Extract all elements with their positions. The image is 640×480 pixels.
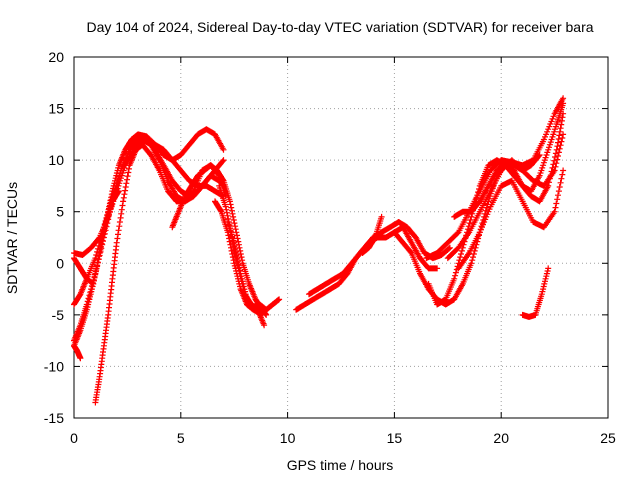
series-track-h: [169, 162, 227, 231]
data-point-marks: [444, 131, 567, 262]
grid-layer: [74, 57, 608, 418]
series-track-o: [359, 213, 385, 256]
series-track-f: [71, 188, 122, 287]
series-track-e: [71, 342, 84, 362]
x-tick-label: 10: [280, 430, 296, 446]
y-tick-label: -15: [44, 410, 64, 426]
y-tick-label: 20: [48, 49, 64, 65]
series-track-t: [455, 167, 567, 272]
data-point-marks: [169, 162, 227, 231]
x-tick-label: 20: [493, 430, 509, 446]
data-point-marks: [71, 188, 122, 287]
series-track-v: [519, 265, 552, 320]
y-tick-label: 15: [48, 101, 64, 117]
data-point-marks: [455, 167, 567, 272]
y-tick-label: -5: [52, 307, 65, 323]
x-tick-label: 25: [600, 430, 616, 446]
plot-frame: [73, 56, 609, 419]
series-track-l: [224, 219, 283, 313]
chart-title: Day 104 of 2024, Sidereal Day-to-day VTE…: [86, 19, 593, 35]
data-point-marks: [71, 126, 227, 349]
y-tick-label: 5: [56, 204, 64, 220]
x-tick-label: 0: [70, 430, 78, 446]
series-track-u: [451, 152, 543, 220]
data-point-marks: [359, 213, 385, 256]
x-tick-label: 15: [387, 430, 403, 446]
data-point-marks: [224, 219, 283, 313]
tick-layer: 0 5 10 15 20 25 -15 -10 -5 0 5 10 15 20: [44, 49, 616, 446]
y-tick-label: -10: [44, 358, 64, 374]
y-tick-label: 0: [56, 255, 64, 271]
y-tick-label: 10: [48, 152, 64, 168]
data-point-marks: [519, 265, 552, 320]
series-track-d: [71, 126, 227, 349]
series-track-s: [444, 131, 567, 262]
x-tick-label: 5: [177, 430, 185, 446]
y-axis-label: SDTVAR / TECUs: [4, 182, 20, 294]
data-point-marks: [451, 152, 543, 220]
series-layer: [71, 95, 567, 406]
x-axis-label: GPS time / hours: [287, 457, 394, 473]
data-point-marks: [71, 342, 84, 362]
